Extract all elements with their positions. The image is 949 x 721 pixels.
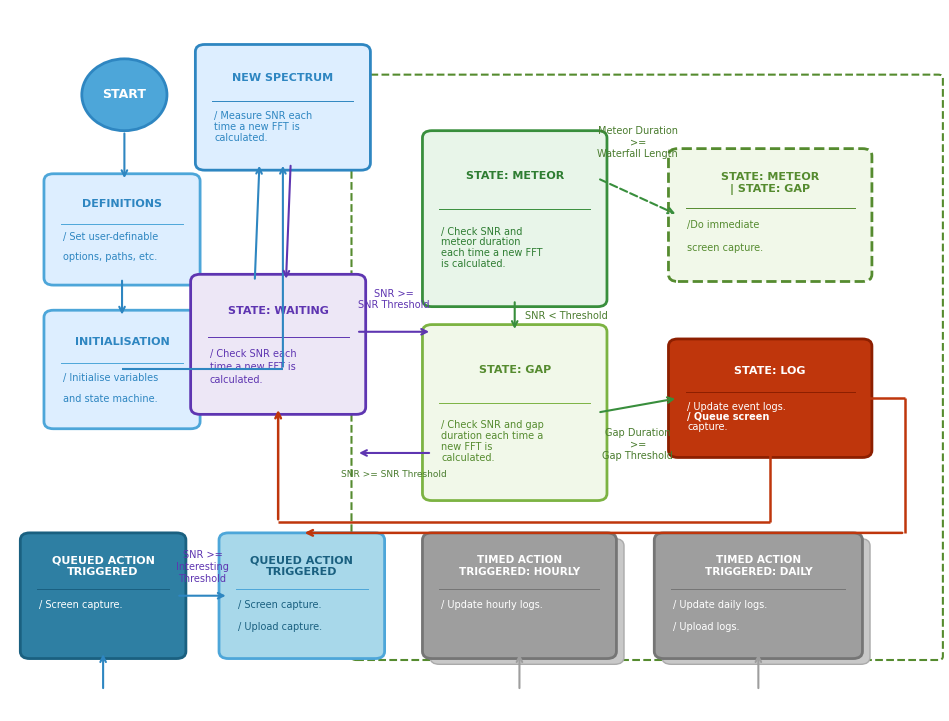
FancyBboxPatch shape [195, 45, 370, 170]
FancyBboxPatch shape [191, 274, 365, 415]
FancyBboxPatch shape [20, 533, 186, 658]
FancyBboxPatch shape [422, 533, 617, 658]
Text: SNR < Threshold: SNR < Threshold [526, 311, 608, 321]
Text: STATE: WAITING: STATE: WAITING [228, 306, 328, 316]
Text: / Queue screen: / Queue screen [687, 412, 770, 422]
Text: and state machine.: and state machine. [63, 394, 158, 404]
Text: / Upload logs.: / Upload logs. [673, 622, 739, 632]
Text: Meteor Duration
>=
Waterfall Length: Meteor Duration >= Waterfall Length [597, 125, 679, 159]
Text: / Update event logs.: / Update event logs. [687, 402, 786, 412]
Text: / Check SNR and gap: / Check SNR and gap [441, 420, 545, 430]
Text: QUEUED ACTION
TRIGGERED: QUEUED ACTION TRIGGERED [251, 555, 353, 577]
Text: duration each time a: duration each time a [441, 431, 544, 441]
Text: SNR >=
SNR Threshold: SNR >= SNR Threshold [359, 288, 430, 310]
Text: meteor duration: meteor duration [441, 237, 521, 247]
FancyBboxPatch shape [422, 131, 607, 306]
Text: / Screen capture.: / Screen capture. [39, 600, 122, 610]
Text: / Screen capture.: / Screen capture. [238, 600, 322, 610]
FancyBboxPatch shape [668, 149, 872, 281]
Text: Gap Duration
>=
Gap Threshold: Gap Duration >= Gap Threshold [603, 428, 673, 461]
Text: screen capture.: screen capture. [687, 243, 764, 253]
Text: / Check SNR each: / Check SNR each [210, 350, 296, 359]
Text: NEW SPECTRUM: NEW SPECTRUM [233, 73, 333, 83]
Text: START: START [102, 88, 146, 101]
Text: STATE: METEOR: STATE: METEOR [466, 171, 564, 181]
Ellipse shape [82, 59, 167, 131]
Text: / Set user-definable: / Set user-definable [63, 232, 158, 242]
Text: QUEUED ACTION
TRIGGERED: QUEUED ACTION TRIGGERED [51, 555, 155, 577]
Text: /Do immediate: /Do immediate [687, 219, 760, 229]
Text: calculated.: calculated. [210, 374, 263, 384]
FancyBboxPatch shape [654, 533, 863, 658]
Text: calculated.: calculated. [441, 453, 494, 463]
FancyBboxPatch shape [44, 174, 200, 285]
FancyBboxPatch shape [430, 539, 624, 664]
Text: SNR >= SNR Threshold: SNR >= SNR Threshold [342, 470, 447, 479]
Text: STATE: METEOR
| STATE: GAP: STATE: METEOR | STATE: GAP [721, 172, 819, 195]
FancyBboxPatch shape [422, 324, 607, 500]
Text: time a new FFT is: time a new FFT is [214, 123, 300, 133]
Text: time a new FFT is: time a new FFT is [210, 362, 295, 372]
Text: SNR >=
Interesting
Threshold: SNR >= Interesting Threshold [176, 550, 229, 583]
FancyBboxPatch shape [668, 339, 872, 457]
Text: / Update daily logs.: / Update daily logs. [673, 600, 768, 610]
FancyBboxPatch shape [661, 539, 870, 664]
Text: TIMED ACTION
TRIGGERED: HOURLY: TIMED ACTION TRIGGERED: HOURLY [459, 555, 580, 577]
Text: calculated.: calculated. [214, 133, 268, 143]
FancyBboxPatch shape [219, 533, 384, 658]
Text: new FFT is: new FFT is [441, 442, 493, 452]
Text: TIMED ACTION
TRIGGERED: DAILY: TIMED ACTION TRIGGERED: DAILY [704, 555, 812, 577]
Text: is calculated.: is calculated. [441, 259, 506, 269]
Text: INITIALISATION: INITIALISATION [75, 337, 170, 347]
Text: STATE: LOG: STATE: LOG [735, 366, 806, 376]
Text: each time a new FFT: each time a new FFT [441, 248, 543, 258]
Text: / Upload capture.: / Upload capture. [238, 622, 322, 632]
Text: / Update hourly logs.: / Update hourly logs. [441, 600, 543, 610]
Text: STATE: GAP: STATE: GAP [478, 365, 550, 375]
Text: capture.: capture. [687, 423, 728, 433]
Text: / Measure SNR each: / Measure SNR each [214, 111, 312, 121]
Text: / Initialise variables: / Initialise variables [63, 373, 158, 383]
FancyBboxPatch shape [44, 310, 200, 429]
Text: / Check SNR and: / Check SNR and [441, 226, 523, 236]
Text: options, paths, etc.: options, paths, etc. [63, 252, 158, 262]
Text: DEFINITIONS: DEFINITIONS [82, 199, 162, 209]
